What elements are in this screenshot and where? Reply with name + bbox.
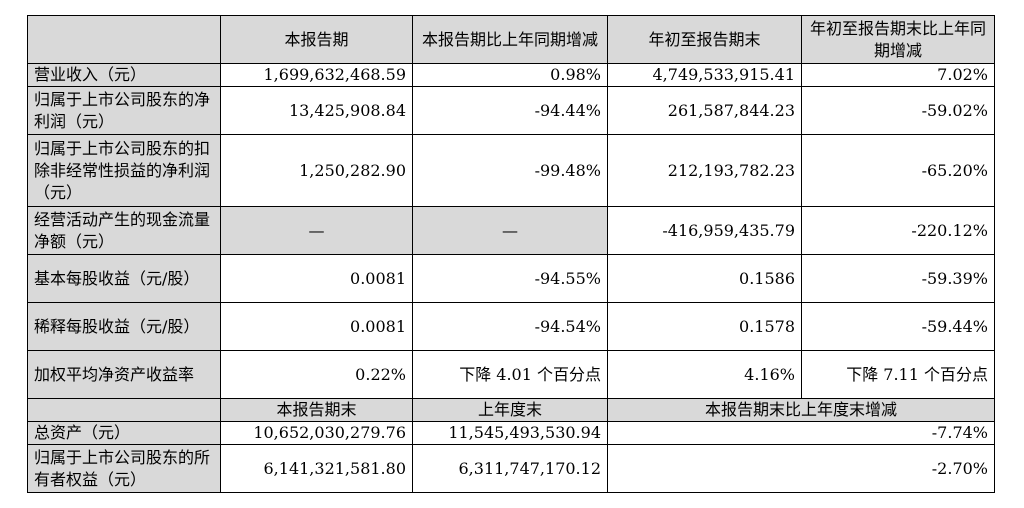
cell-current: — xyxy=(220,206,413,255)
table-row: 经营活动产生的现金流量净额（元） — — -416,959,435.79 -22… xyxy=(27,206,995,255)
cell-period-end: 6,141,321,581.80 xyxy=(220,444,413,493)
cell-current: 0.0081 xyxy=(220,254,413,303)
subheader-period-end: 本报告期末 xyxy=(220,398,413,422)
cell-current: 1,250,282.90 xyxy=(220,134,413,207)
cell-current-yoy: -94.54% xyxy=(412,302,608,351)
table-row: 归属于上市公司股东的净利润（元） 13,425,908.84 -94.44% 2… xyxy=(27,86,995,135)
subheader-change: 本报告期末比上年度末增减 xyxy=(607,398,995,422)
cell-ytd: 212,193,782.23 xyxy=(607,134,802,207)
cell-current-yoy: 下降 4.01 个百分点 xyxy=(412,350,608,399)
cell-period-end: 10,652,030,279.76 xyxy=(220,421,413,445)
table-header-row: 本报告期 本报告期比上年同期增减 年初至报告期末 年初至报告期末比上年同期增减 xyxy=(27,15,995,64)
row-label: 总资产（元） xyxy=(27,421,221,445)
table-row: 归属于上市公司股东的扣除非经常性损益的净利润（元） 1,250,282.90 -… xyxy=(27,134,995,207)
cell-ytd-yoy: 下降 7.11 个百分点 xyxy=(801,350,995,399)
table-row: 基本每股收益（元/股） 0.0081 -94.55% 0.1586 -59.39… xyxy=(27,254,995,303)
cell-ytd: 4.16% xyxy=(607,350,802,399)
header-empty-cell xyxy=(27,15,221,64)
cell-ytd-yoy: -59.39% xyxy=(801,254,995,303)
cell-current: 0.22% xyxy=(220,350,413,399)
cell-current-yoy: — xyxy=(412,206,608,255)
cell-ytd-yoy: -220.12% xyxy=(801,206,995,255)
cell-ytd: 0.1586 xyxy=(607,254,802,303)
top-text-fragment xyxy=(30,0,120,4)
table-row: 总资产（元） 10,652,030,279.76 11,545,493,530.… xyxy=(27,421,995,445)
cell-current: 1,699,632,468.59 xyxy=(220,63,413,87)
cell-change: -2.70% xyxy=(607,444,995,493)
cell-current: 0.0081 xyxy=(220,302,413,351)
row-label: 加权平均净资产收益率 xyxy=(27,350,221,399)
cell-current: 13,425,908.84 xyxy=(220,86,413,135)
header-current-period: 本报告期 xyxy=(220,15,413,64)
row-label: 稀释每股收益（元/股） xyxy=(27,302,221,351)
row-label: 归属于上市公司股东的净利润（元） xyxy=(27,86,221,135)
cell-ytd-yoy: 7.02% xyxy=(801,63,995,87)
row-label: 营业收入（元） xyxy=(27,63,221,87)
cell-ytd: 261,587,844.23 xyxy=(607,86,802,135)
cell-ytd: 0.1578 xyxy=(607,302,802,351)
header-ytd-yoy: 年初至报告期末比上年同期增减 xyxy=(801,15,995,64)
row-label: 经营活动产生的现金流量净额（元） xyxy=(27,206,221,255)
header-current-period-yoy: 本报告期比上年同期增减 xyxy=(412,15,608,64)
cell-current-yoy: -94.44% xyxy=(412,86,608,135)
cell-prior-year-end: 11,545,493,530.94 xyxy=(412,421,608,445)
cell-current-yoy: -99.48% xyxy=(412,134,608,207)
subheader-empty-cell xyxy=(27,398,221,422)
cell-current-yoy: 0.98% xyxy=(412,63,608,87)
cell-ytd-yoy: -59.02% xyxy=(801,86,995,135)
table-subheader-row: 本报告期末 上年度末 本报告期末比上年度末增减 xyxy=(27,398,995,422)
cell-current-yoy: -94.55% xyxy=(412,254,608,303)
cell-prior-year-end: 6,311,747,170.12 xyxy=(412,444,608,493)
subheader-prior-year-end: 上年度末 xyxy=(412,398,608,422)
cell-ytd-yoy: -59.44% xyxy=(801,302,995,351)
row-label: 归属于上市公司股东的所有者权益（元） xyxy=(27,444,221,493)
table-row: 稀释每股收益（元/股） 0.0081 -94.54% 0.1578 -59.44… xyxy=(27,302,995,351)
financial-data-table: 本报告期 本报告期比上年同期增减 年初至报告期末 年初至报告期末比上年同期增减 … xyxy=(27,15,995,493)
table-row: 加权平均净资产收益率 0.22% 下降 4.01 个百分点 4.16% 下降 7… xyxy=(27,350,995,399)
table-row: 归属于上市公司股东的所有者权益（元） 6,141,321,581.80 6,31… xyxy=(27,444,995,493)
cell-ytd-yoy: -65.20% xyxy=(801,134,995,207)
row-label: 归属于上市公司股东的扣除非经常性损益的净利润（元） xyxy=(27,134,221,207)
table-row: 营业收入（元） 1,699,632,468.59 0.98% 4,749,533… xyxy=(27,63,995,87)
row-label: 基本每股收益（元/股） xyxy=(27,254,221,303)
cell-change: -7.74% xyxy=(607,421,995,445)
cell-ytd: -416,959,435.79 xyxy=(607,206,802,255)
cell-ytd: 4,749,533,915.41 xyxy=(607,63,802,87)
header-ytd: 年初至报告期末 xyxy=(607,15,802,64)
